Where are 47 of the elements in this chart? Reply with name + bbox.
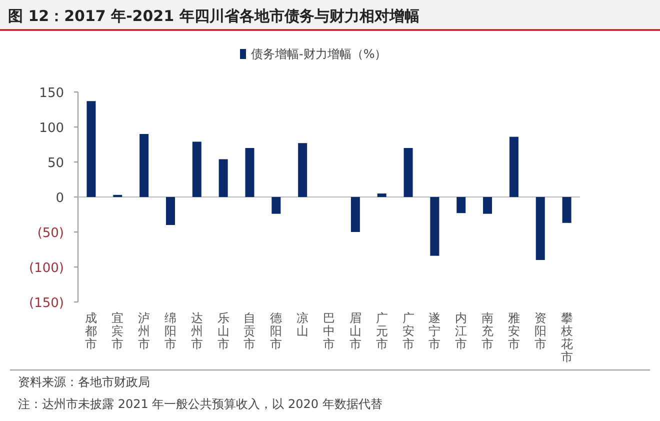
bar: [456, 197, 466, 214]
x-tick-label: 自贡市: [244, 311, 256, 351]
y-tick-label: (50): [37, 226, 64, 241]
x-tick-label: 乐山市: [217, 311, 230, 351]
x-tick-label: 德阳市: [270, 311, 282, 351]
y-tick-label: 150: [39, 86, 64, 101]
bar: [483, 197, 492, 214]
text: 资料来源：各地市财政局: [18, 375, 150, 389]
bar: [272, 197, 281, 214]
x-tick-label: 宜宾市: [112, 311, 124, 351]
y-tick-label: 50: [47, 156, 64, 171]
y-tick-label: (100): [29, 261, 64, 276]
x-tick-label: 内江市: [455, 311, 468, 351]
chart-title: 图 12：2017 年-2021 年四川省各地市债务与财力相对增幅: [8, 7, 420, 25]
x-tick-label: 绵阳市: [164, 311, 176, 351]
bar: [509, 136, 518, 197]
x-tick-label: 成都市: [85, 311, 98, 351]
x-tick-label: 遂宁市: [428, 311, 441, 351]
x-tick-label: 雅安市: [508, 311, 520, 351]
bar: [192, 142, 202, 197]
bar: [536, 197, 545, 260]
bar: [218, 159, 228, 197]
x-tick-label: 广元市: [376, 311, 388, 351]
legend-label: 债务增幅-财力增幅（%）: [251, 47, 387, 61]
x-tick-label: 达州市: [190, 311, 203, 351]
text: 注：达州市未披露 2021 年一般公共预算收入，以 2020 年数据代替: [18, 397, 382, 411]
bar: [404, 148, 413, 197]
x-tick-label: 广安市: [402, 311, 414, 351]
x-tick-label: 攀枝花市: [560, 311, 573, 364]
bar: [562, 197, 572, 223]
bar: [86, 101, 96, 197]
x-tick-label: 眉山市: [349, 311, 362, 351]
bar: [140, 134, 149, 197]
bar: [166, 197, 175, 225]
bar: [430, 197, 440, 256]
x-tick-label: 资阳市: [534, 311, 546, 351]
x-tick-label: 南充市: [482, 311, 494, 351]
y-tick-label: 100: [39, 121, 64, 136]
x-tick-label: 巴中市: [323, 311, 335, 351]
bar: [350, 197, 360, 232]
x-tick-label: 泸州市: [138, 311, 150, 351]
bar: [377, 194, 386, 197]
bar: [245, 148, 254, 197]
y-tick-label: (150): [29, 296, 64, 311]
bar: [298, 143, 308, 197]
y-tick-label: 0: [56, 191, 64, 206]
x-tick-label: 凉山: [296, 311, 309, 338]
